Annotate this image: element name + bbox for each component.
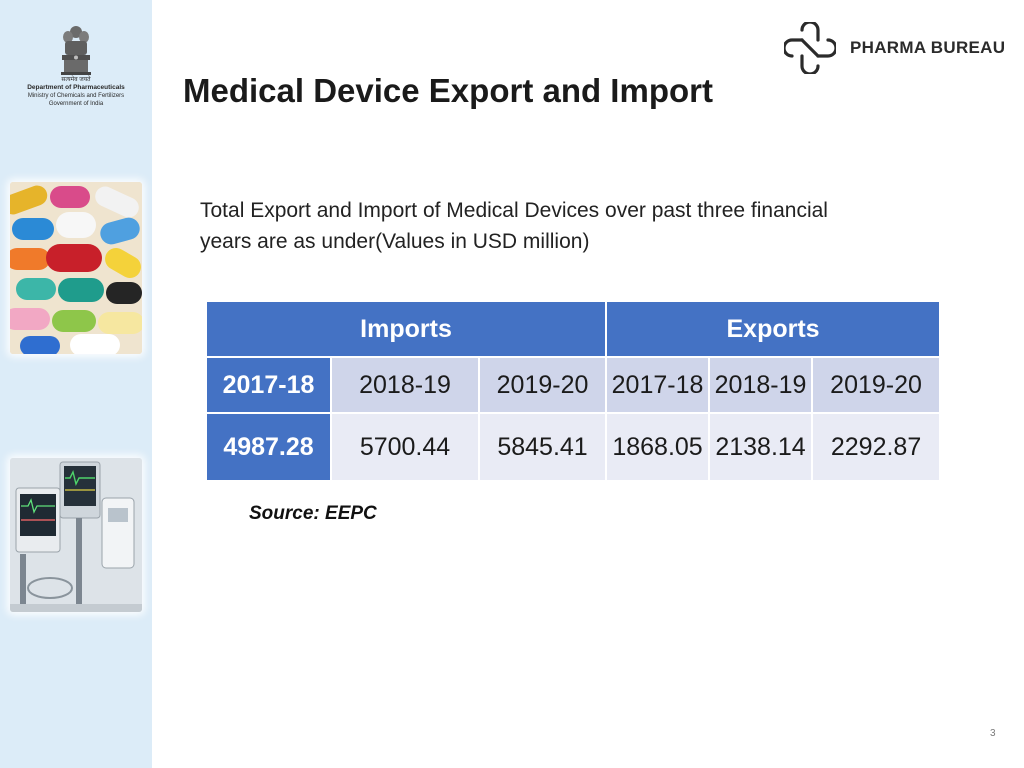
- table-header-row: Imports Exports: [204, 300, 942, 358]
- imports-header: Imports: [204, 300, 608, 358]
- value-cell: 1868.05: [605, 412, 711, 482]
- exports-header: Exports: [605, 300, 942, 358]
- pills-photo: [10, 182, 142, 354]
- government-name: Government of India: [48, 101, 104, 107]
- table-row: 2017-18 2018-19 2019-20 2017-18 2018-19 …: [205, 356, 942, 414]
- ministry-name: Ministry of Chemicals and Fertilizers: [27, 93, 125, 99]
- emblem-motto: सत्यमेव जयते: [61, 77, 91, 83]
- year-cell: 2018-19: [330, 356, 480, 414]
- export-import-table: Imports Exports 2017-18 2018-19 2019-20 …: [204, 300, 942, 482]
- intro-line-1: Total Export and Import of Medical Devic…: [200, 199, 828, 222]
- national-emblem-icon: [61, 26, 91, 75]
- value-cell: 5845.41: [477, 412, 608, 482]
- year-cell: 2018-19: [708, 356, 814, 414]
- source-note: Source: EEPC: [249, 503, 377, 524]
- year-cell: 2019-20: [477, 356, 608, 414]
- slide-title: Medical Device Export and Import: [183, 72, 713, 109]
- medical-devices-photo: [10, 458, 142, 612]
- year-cell: 2017-18: [605, 356, 711, 414]
- pharma-bureau-logo: PHARMA BUREAU: [784, 22, 1005, 74]
- value-cell: 5700.44: [330, 412, 480, 482]
- sidebar: सत्यमेव जयते Department of Pharmaceutica…: [0, 0, 152, 768]
- intro-text: Total Export and Import of Medical Devic…: [200, 195, 940, 257]
- table-row: 4987.28 5700.44 5845.41 1868.05 2138.14 …: [205, 412, 942, 482]
- logo-text: PHARMA BUREAU: [850, 38, 1006, 57]
- intro-line-2: years are as under(Values in USD million…: [200, 230, 590, 253]
- pharma-bureau-logo-icon: [784, 22, 836, 74]
- value-cell: 2292.87: [811, 412, 942, 482]
- value-cell: 2138.14: [708, 412, 814, 482]
- page-number: 3: [990, 728, 996, 739]
- year-cell: 2017-18: [205, 356, 332, 414]
- year-cell: 2019-20: [811, 356, 942, 414]
- department-name: Department of Pharmaceuticals: [27, 84, 125, 91]
- government-emblem-block: सत्यमेव जयते Department of Pharmaceutica…: [20, 22, 132, 108]
- value-cell: 4987.28: [205, 412, 332, 482]
